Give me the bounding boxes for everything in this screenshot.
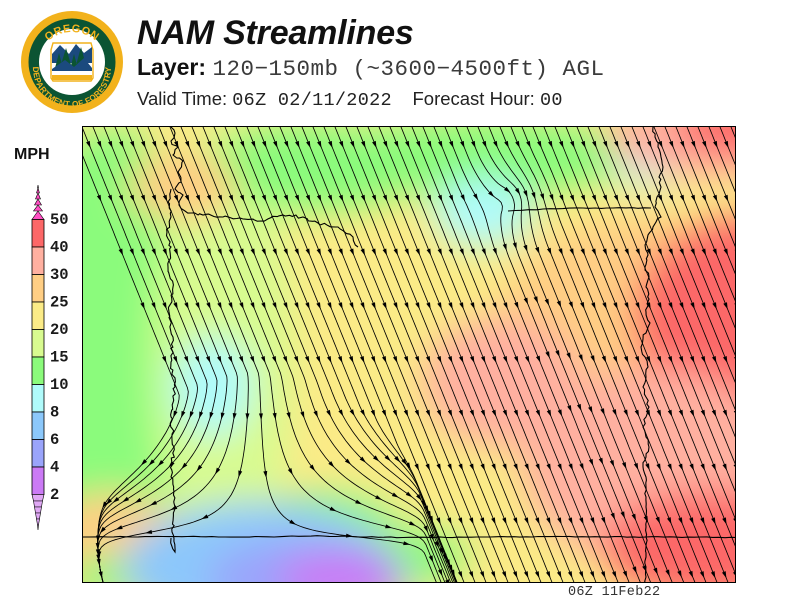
svg-text:40: 40 [50, 239, 69, 257]
svg-text:20: 20 [50, 321, 69, 339]
svg-text:50: 50 [50, 211, 69, 229]
svg-text:6: 6 [50, 431, 59, 449]
svg-text:15: 15 [50, 349, 69, 367]
svg-text:4: 4 [50, 459, 59, 477]
svg-text:25: 25 [50, 294, 69, 312]
svg-text:30: 30 [50, 266, 69, 284]
svg-text:2: 2 [50, 486, 59, 504]
svg-text:10: 10 [50, 376, 69, 394]
svg-text:8: 8 [50, 404, 59, 422]
